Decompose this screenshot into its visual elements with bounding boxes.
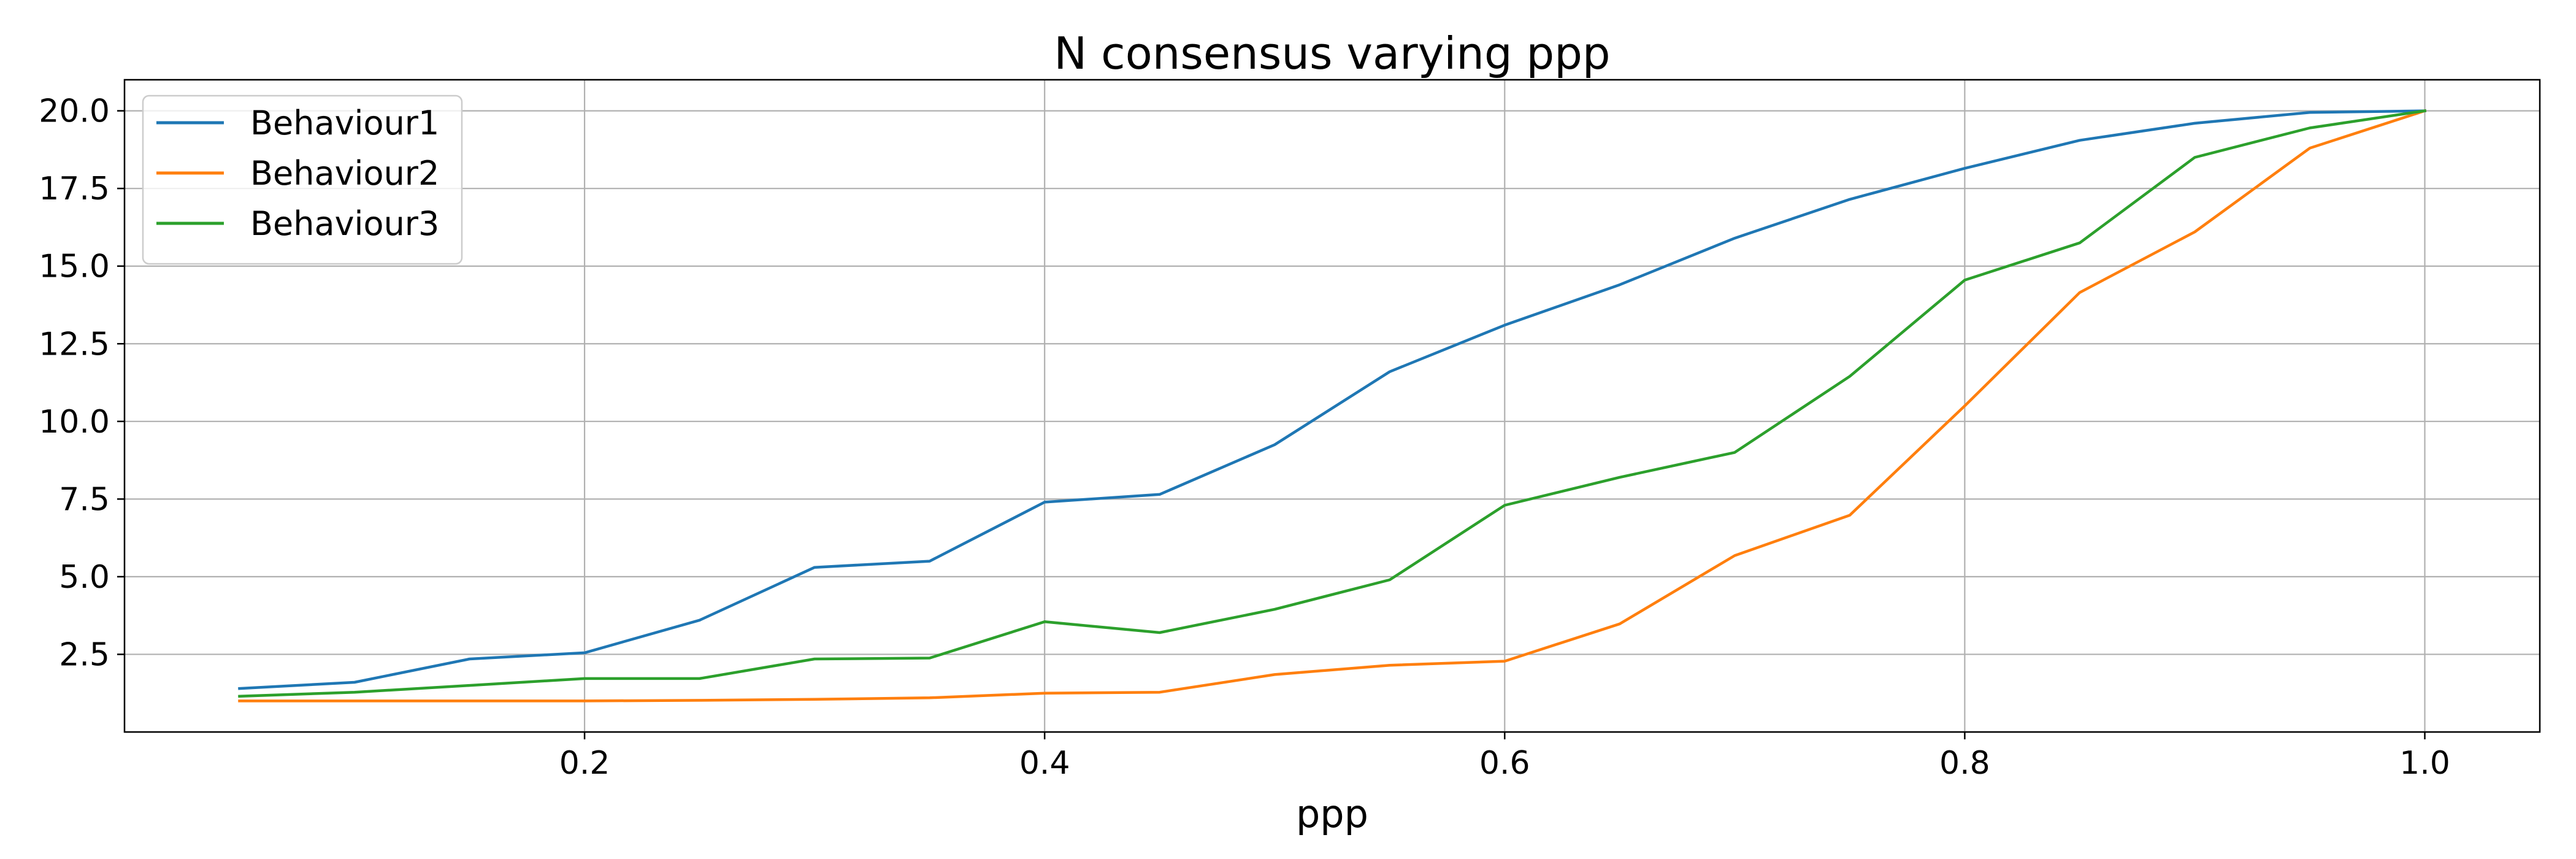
x-tick-label: 0.4 [1019,745,1070,782]
legend: Behaviour1 Behaviour2 Behaviour3 [142,94,463,265]
y-tick-label: 10.0 [39,404,110,441]
x-axis-title: ppp [1296,792,1368,836]
chart-title: N consensus varying ppp [1054,28,1610,79]
y-tick-label: 20.0 [39,93,110,130]
legend-label: Behaviour1 [250,104,439,142]
series-line-behaviour3 [238,109,2427,698]
axes-frame [123,79,2541,733]
x-tick-label: 0.2 [559,745,610,782]
y-tick-label: 17.5 [39,171,110,207]
x-tick-label: 0.8 [1939,745,1990,782]
legend-label: Behaviour2 [250,154,439,193]
y-tick-label: 5.0 [59,559,110,596]
y-tick-label: 15.0 [39,248,110,285]
x-tick-label: 1.0 [2399,745,2450,782]
y-tick-label: 12.5 [39,326,110,363]
x-tick-label: 0.6 [1479,745,1530,782]
series-line-behaviour1 [238,109,2426,690]
y-tick-label: 2.5 [59,636,110,673]
tick-layer: 0.2 0.4 0.6 0.8 1.0 2.5 5.0 7.5 10.0 12.5 15.0 17.5… [39,93,2450,782]
legend-label: Behaviour3 [250,204,439,243]
y-tick-label: 7.5 [59,481,110,518]
grid-layer [125,80,2540,732]
series-layer [238,109,2427,703]
series-line-behaviour2 [238,109,2427,703]
